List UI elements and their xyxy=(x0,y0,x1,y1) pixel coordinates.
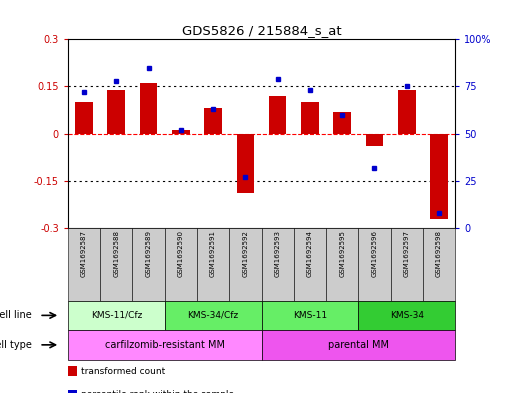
Text: GSM1692592: GSM1692592 xyxy=(242,230,248,277)
Text: GSM1692598: GSM1692598 xyxy=(436,230,442,277)
Text: transformed count: transformed count xyxy=(81,367,165,376)
Text: parental MM: parental MM xyxy=(328,340,389,350)
Bar xyxy=(140,83,157,134)
Text: GSM1692589: GSM1692589 xyxy=(145,230,152,277)
Bar xyxy=(301,102,319,134)
Bar xyxy=(398,90,415,134)
Text: cell line: cell line xyxy=(0,310,31,320)
Bar xyxy=(333,112,351,134)
Text: KMS-34: KMS-34 xyxy=(390,311,424,320)
Text: GSM1692591: GSM1692591 xyxy=(210,230,216,277)
Text: GSM1692587: GSM1692587 xyxy=(81,230,87,277)
Bar xyxy=(236,134,254,193)
Bar xyxy=(430,134,448,219)
Bar xyxy=(172,130,190,134)
Text: KMS-34/Cfz: KMS-34/Cfz xyxy=(188,311,238,320)
Bar xyxy=(108,90,125,134)
Text: GSM1692594: GSM1692594 xyxy=(307,230,313,277)
Text: percentile rank within the sample: percentile rank within the sample xyxy=(81,391,234,393)
Text: KMS-11: KMS-11 xyxy=(293,311,327,320)
Bar xyxy=(204,108,222,134)
Text: KMS-11/Cfz: KMS-11/Cfz xyxy=(90,311,142,320)
Text: GSM1692595: GSM1692595 xyxy=(339,230,345,277)
Bar xyxy=(75,102,93,134)
Title: GDS5826 / 215884_s_at: GDS5826 / 215884_s_at xyxy=(181,24,342,37)
Bar xyxy=(269,96,287,134)
Text: GSM1692596: GSM1692596 xyxy=(371,230,378,277)
Text: GSM1692597: GSM1692597 xyxy=(404,230,410,277)
Bar xyxy=(366,134,383,146)
Text: GSM1692588: GSM1692588 xyxy=(113,230,119,277)
Text: cell type: cell type xyxy=(0,340,31,350)
Text: GSM1692593: GSM1692593 xyxy=(275,230,281,277)
Text: carfilzomib-resistant MM: carfilzomib-resistant MM xyxy=(105,340,225,350)
Text: GSM1692590: GSM1692590 xyxy=(178,230,184,277)
